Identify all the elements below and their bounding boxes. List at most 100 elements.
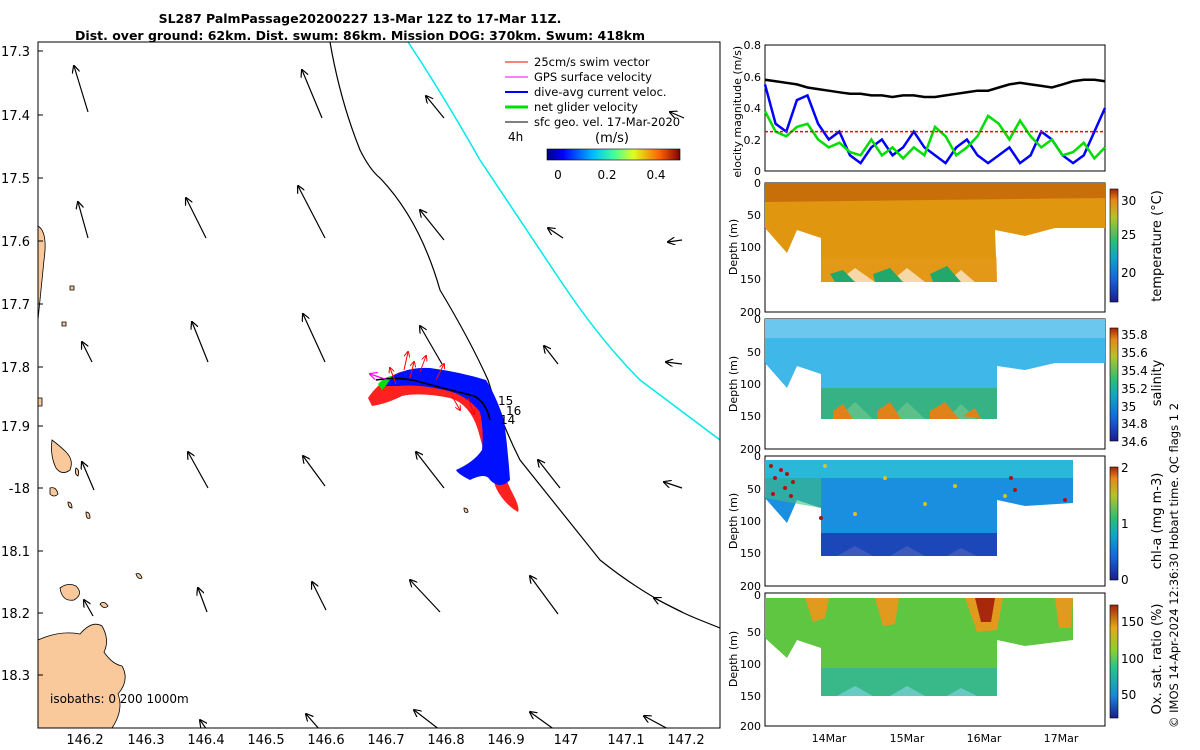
svg-text:Depth (m): Depth (m) (727, 631, 740, 687)
svg-text:200: 200 (740, 443, 761, 456)
svg-text:150: 150 (740, 410, 761, 423)
legend-duration: 4h (508, 130, 523, 144)
colorbar-unit: (m/s) (595, 131, 629, 146)
svg-text:17.5: 17.5 (1, 172, 30, 187)
svg-text:147: 147 (554, 733, 579, 748)
svg-text:35: 35 (1121, 400, 1136, 414)
svg-text:50: 50 (747, 209, 761, 222)
svg-text:salinity: salinity (1150, 359, 1165, 406)
svg-text:150: 150 (740, 273, 761, 286)
svg-text:Depth (m): Depth (m) (727, 356, 740, 412)
legend-item-gps-velocity: GPS surface velocity (505, 70, 652, 84)
svg-text:35.6: 35.6 (1121, 346, 1148, 360)
svg-text:146.9: 146.9 (487, 733, 524, 748)
svg-text:dive-avg current veloc.: dive-avg current veloc. (534, 85, 667, 99)
svg-text:100: 100 (740, 658, 761, 671)
svg-text:-18: -18 (9, 482, 30, 497)
svg-text:17.9: 17.9 (1, 420, 30, 435)
svg-text:0: 0 (754, 165, 761, 178)
svg-text:0: 0 (1121, 573, 1129, 587)
svg-text:20: 20 (1121, 266, 1136, 280)
svg-text:17.3: 17.3 (1, 45, 30, 60)
svg-text:14Mar: 14Mar (812, 732, 847, 745)
svg-text:2: 2 (1121, 461, 1129, 475)
map-frame (37, 41, 721, 729)
svg-text:150: 150 (1121, 615, 1144, 629)
svg-text:146.4: 146.4 (187, 733, 224, 748)
svg-text:Depth (m): Depth (m) (727, 219, 740, 275)
velocity-yticks: 0 0.2 0.4 0.6 0.8 (744, 39, 762, 178)
svg-text:0.6: 0.6 (744, 71, 762, 84)
svg-text:18.2: 18.2 (1, 607, 30, 622)
temperature-section: Depth (m) 0 50 100 150 200 20 25 30 temp… (727, 178, 1165, 319)
svg-text:GPS surface velocity: GPS surface velocity (534, 70, 652, 84)
svg-text:0.2: 0.2 (597, 168, 616, 182)
glider-track (368, 352, 519, 512)
svg-text:17.7: 17.7 (1, 298, 30, 313)
svg-text:0: 0 (754, 178, 761, 190)
svg-text:146.5: 146.5 (247, 733, 284, 748)
velocity-series (763, 78, 1107, 165)
map-panel: 15 16 14 17.3 17.4 17.5 17.6 17.7 17.8 1… (1, 41, 721, 748)
svg-text:150: 150 (740, 547, 761, 560)
svg-text:100: 100 (740, 378, 761, 391)
land-masses (38, 225, 469, 728)
velocity-series-line-0 (764, 78, 1106, 99)
svg-text:25cm/s swim vector: 25cm/s swim vector (534, 55, 650, 69)
section-panels: Depth (m) 0 50 100 150 200 20 25 30 temp… (727, 178, 1165, 745)
svg-text:100: 100 (740, 515, 761, 528)
time-axis-ticks: 14Mar 15Mar 16Mar 17Mar (812, 732, 1079, 745)
map-legend: 25cm/s swim vector GPS surface velocity … (505, 55, 680, 146)
salinity-section: Depth (m) 0 50 100 150 200 34.6 34.8 35 … (727, 313, 1165, 456)
svg-text:0: 0 (754, 450, 761, 463)
svg-text:sfc geo. vel. 17-Mar-2020: sfc geo. vel. 17-Mar-2020 (534, 115, 680, 129)
svg-text:1: 1 (1121, 517, 1129, 531)
svg-text:0.8: 0.8 (744, 39, 762, 52)
svg-text:200: 200 (740, 720, 761, 733)
svg-text:30: 30 (1121, 194, 1136, 208)
svg-text:25: 25 (1121, 228, 1136, 242)
chlorophyll-section: Depth (m) 0 50 100 150 200 0 1 2 chl-a (… (727, 450, 1165, 593)
isobaths-label: isobaths: 0 200 1000m (50, 692, 189, 706)
svg-text:35.2: 35.2 (1121, 382, 1148, 396)
day-label-14: 14 (500, 413, 515, 427)
svg-text:100: 100 (740, 241, 761, 254)
svg-text:100: 100 (1121, 652, 1144, 666)
speed-colorbar (546, 148, 681, 161)
svg-text:50: 50 (747, 346, 761, 359)
svg-text:50: 50 (1121, 688, 1136, 702)
svg-text:146.6: 146.6 (307, 733, 344, 748)
svg-text:146.2: 146.2 (66, 733, 103, 748)
svg-text:net glider velocity: net glider velocity (534, 100, 638, 114)
velocity-series-line-1 (763, 84, 1107, 165)
svg-text:17.8: 17.8 (1, 361, 30, 376)
svg-text:50: 50 (747, 626, 761, 639)
svg-text:chl-a (mg m-3): chl-a (mg m-3) (1150, 473, 1165, 570)
day-label-16: 16 (506, 404, 521, 418)
svg-text:16Mar: 16Mar (967, 732, 1002, 745)
oxygen-section: Depth (m) 0 50 100 150 200 50 100 150 Ox… (727, 589, 1165, 745)
svg-text:18.3: 18.3 (1, 669, 30, 684)
imos-credit: © IMOS 14-Apr-2024 12:36:30 Hobart time.… (1167, 402, 1181, 728)
legend-item-geo-velocity: sfc geo. vel. 17-Mar-2020 (505, 115, 680, 129)
svg-text:200: 200 (740, 580, 761, 593)
svg-text:146.7: 146.7 (367, 733, 404, 748)
svg-text:200: 200 (740, 306, 761, 319)
svg-text:35.8: 35.8 (1121, 328, 1148, 342)
svg-text:temperature (°C): temperature (°C) (1150, 190, 1165, 302)
svg-text:Ox. sat. ratio (%): Ox. sat. ratio (%) (1150, 604, 1165, 715)
svg-text:17Mar: 17Mar (1044, 732, 1079, 745)
isobath-1000m (407, 42, 720, 441)
map-x-ticks: 146.2 146.3 146.4 146.5 146.6 146.7 146.… (66, 733, 704, 748)
velocity-ylabel: velocity magnitude (m/s) (731, 46, 744, 178)
svg-text:0.2: 0.2 (744, 134, 762, 147)
svg-text:147.2: 147.2 (667, 733, 704, 748)
svg-text:17.6: 17.6 (1, 235, 30, 250)
svg-text:0: 0 (554, 168, 562, 182)
isobath-200m (329, 42, 720, 629)
svg-text:34.6: 34.6 (1121, 435, 1148, 449)
svg-text:17.4: 17.4 (1, 109, 30, 124)
svg-text:146.3: 146.3 (127, 733, 164, 748)
plot-title-line2: Dist. over ground: 62km. Dist. swum: 86k… (75, 28, 645, 43)
map-y-ticks: 17.3 17.4 17.5 17.6 17.7 17.8 17.9 -18 1… (1, 45, 30, 684)
